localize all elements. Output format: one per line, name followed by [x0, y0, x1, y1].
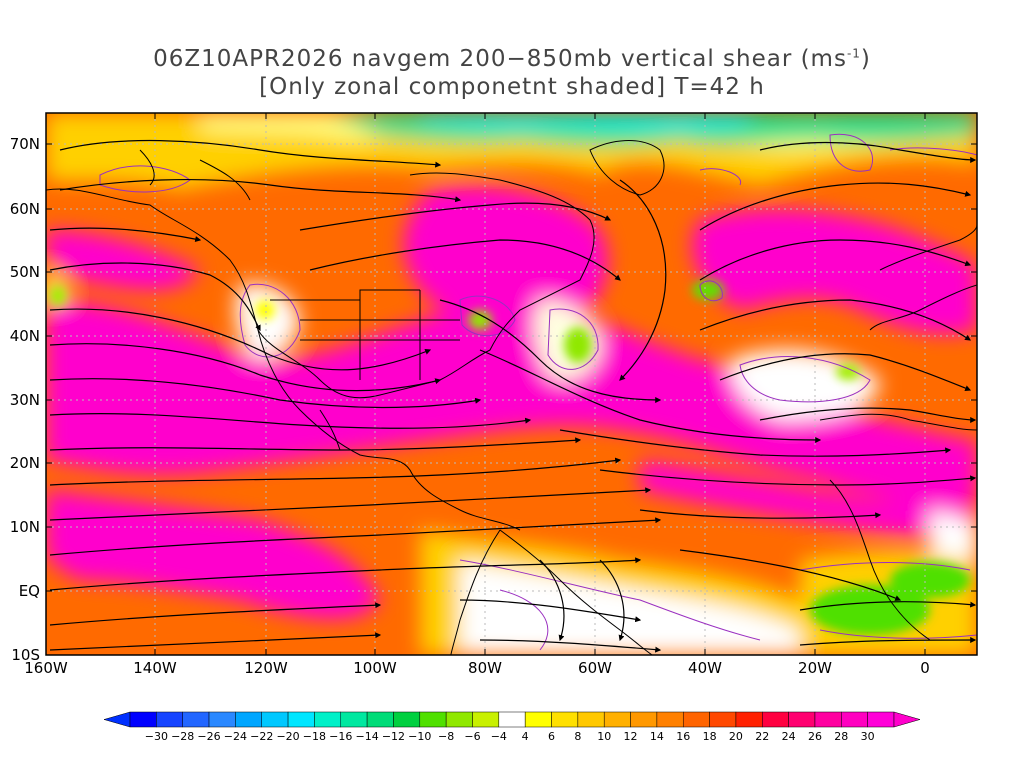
lat-label: 10N [10, 518, 40, 536]
colorbar-label: 26 [808, 730, 822, 743]
lon-label: 100W [353, 659, 397, 677]
colorbar-label: −24 [224, 730, 247, 743]
colorbar-label: 24 [782, 730, 796, 743]
colorbar-label: −28 [171, 730, 194, 743]
colorbar-swatch [788, 711, 816, 728]
colorbar-label: 6 [548, 730, 555, 743]
colorbar-swatch [472, 711, 500, 728]
lat-label: 10S [11, 646, 40, 664]
colorbar-swatch [287, 711, 315, 728]
colorbar-label: 20 [729, 730, 743, 743]
colorbar-overflow-triangle [893, 711, 921, 728]
colorbar-swatch [603, 711, 631, 728]
axis-ticks [45, 113, 977, 656]
colorbar-swatch [814, 711, 842, 728]
colorbar-swatch [735, 711, 763, 728]
colorbar-label: −18 [303, 730, 326, 743]
colorbar-label: 8 [574, 730, 581, 743]
graticule [46, 113, 977, 655]
lon-label: 80W [468, 659, 502, 677]
colorbar-swatch [445, 711, 473, 728]
colorbar-swatch [366, 711, 394, 728]
colorbar-label: 28 [834, 730, 848, 743]
colorbar-label: 12 [624, 730, 638, 743]
lat-label: 20N [10, 454, 40, 472]
lat-label: 40N [10, 327, 40, 345]
colorbar-swatch [682, 711, 710, 728]
colorbar-swatch [419, 711, 447, 728]
coastlines [46, 140, 977, 655]
colorbar-label: −22 [250, 730, 273, 743]
streamlines [49, 139, 977, 653]
colorbar-label: −4 [491, 730, 507, 743]
longitude-labels: 160W 140W 120W 100W 80W 60W 40W 20W 0 [24, 659, 930, 677]
colorbar-label: −16 [329, 730, 352, 743]
contour-lines [99, 133, 977, 651]
colorbar-swatch [524, 711, 552, 728]
map-frame [45, 112, 978, 656]
colorbar-underflow-triangle [103, 711, 131, 728]
lon-label: 160W [24, 659, 68, 677]
lat-label: 30N [10, 391, 40, 409]
colorbar-swatch [261, 711, 289, 728]
colorbar-label: −14 [355, 730, 378, 743]
lat-label: 50N [10, 263, 40, 281]
title-line1-prefix: 06Z10APR2026 navgem 200−850mb vertical s… [153, 46, 847, 72]
colorbar-labels: −30 −28 −26 −24 −22 −20 −18 −16 −14 −12 −10 −8 −6 −4 4… [145, 730, 875, 743]
colorbar-swatch [340, 711, 368, 728]
colorbar-swatch [867, 711, 895, 728]
lon-label: 0 [920, 659, 930, 677]
lon-label: 60W [578, 659, 612, 677]
lat-label: EQ [19, 582, 40, 600]
lat-label: 60N [10, 200, 40, 218]
lon-label: 40W [688, 659, 722, 677]
colorbar-swatch [235, 711, 262, 728]
colorbar-swatch [630, 711, 658, 728]
colorbar-label: −26 [197, 730, 220, 743]
lat-label: 70N [10, 135, 40, 153]
colorbar-swatch [156, 711, 183, 728]
colorbar-label: 16 [676, 730, 690, 743]
colorbar-label: −20 [276, 730, 299, 743]
colorbar-label: 30 [861, 730, 875, 743]
map-title-line1: 06Z10APR2026 navgem 200−850mb vertical s… [0, 46, 1024, 72]
colorbar-swatch [656, 711, 684, 728]
colorbar-swatch [182, 711, 210, 728]
colorbar-swatch [577, 711, 605, 728]
lon-label: 140W [133, 659, 177, 677]
map-title-line2: [Only zonal componetnt shaded] T=42 h [259, 74, 765, 100]
colorbar-label: −8 [438, 730, 454, 743]
colorbar-swatch [498, 711, 526, 728]
colorbar-label: −10 [408, 730, 431, 743]
lon-label: 20W [798, 659, 832, 677]
colorbar-swatch [393, 711, 421, 728]
latitude-labels: 70N 60N 50N 40N 30N 20N 10N EQ 10S [10, 135, 40, 664]
title-line1-suffix: ) [860, 46, 871, 72]
colorbar-swatch [762, 711, 789, 728]
colorbar-swatch [709, 711, 737, 728]
colorbar-label: 22 [755, 730, 769, 743]
lon-label: 120W [244, 659, 288, 677]
colorbar-swatch [129, 711, 157, 728]
colorbar-label: −30 [145, 730, 168, 743]
title-unit-exponent: -1 [846, 46, 861, 61]
colorbar-label: 14 [650, 730, 664, 743]
colorbar-label: −12 [382, 730, 405, 743]
colorbar [103, 711, 921, 728]
colorbar-label: 18 [703, 730, 717, 743]
colorbar-label: 10 [597, 730, 611, 743]
colorbar-swatch [208, 711, 236, 728]
colorbar-swatch [314, 711, 342, 728]
colorbar-label: 4 [522, 730, 529, 743]
colorbar-swatch [841, 711, 868, 728]
colorbar-swatch [551, 711, 579, 728]
colorbar-label: −6 [464, 730, 480, 743]
